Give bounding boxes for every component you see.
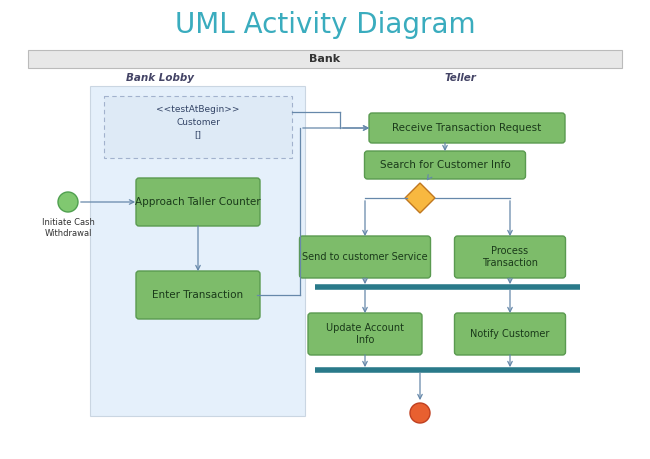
Text: Enter Transaction: Enter Transaction — [153, 290, 244, 300]
Text: Update Account
Info: Update Account Info — [326, 323, 404, 345]
FancyBboxPatch shape — [454, 236, 566, 278]
Polygon shape — [405, 183, 435, 213]
FancyBboxPatch shape — [136, 178, 260, 226]
Text: Notify Customer: Notify Customer — [471, 329, 550, 339]
FancyBboxPatch shape — [365, 151, 525, 179]
Text: Search for Customer Info: Search for Customer Info — [380, 160, 510, 170]
Text: Bank: Bank — [309, 54, 341, 64]
FancyBboxPatch shape — [369, 113, 565, 143]
FancyBboxPatch shape — [300, 236, 430, 278]
FancyBboxPatch shape — [90, 86, 305, 416]
Text: Bank Lobby: Bank Lobby — [126, 73, 194, 83]
Text: Teller: Teller — [444, 73, 476, 83]
FancyBboxPatch shape — [454, 313, 566, 355]
FancyBboxPatch shape — [28, 50, 622, 68]
FancyBboxPatch shape — [136, 271, 260, 319]
FancyBboxPatch shape — [308, 313, 422, 355]
Text: Send to customer Service: Send to customer Service — [302, 252, 428, 262]
Text: Initiate Cash
Withdrawal: Initiate Cash Withdrawal — [42, 218, 94, 238]
Text: UML Activity Diagram: UML Activity Diagram — [175, 11, 475, 39]
Circle shape — [58, 192, 78, 212]
Bar — [104, 96, 292, 158]
Text: <<testAtBegin>>
Customer
[]: <<testAtBegin>> Customer [] — [156, 105, 240, 139]
Text: Approach Taller Counter: Approach Taller Counter — [135, 197, 261, 207]
Text: Process
Transaction: Process Transaction — [482, 246, 538, 268]
Circle shape — [410, 403, 430, 423]
Text: Receive Transaction Request: Receive Transaction Request — [393, 123, 541, 133]
